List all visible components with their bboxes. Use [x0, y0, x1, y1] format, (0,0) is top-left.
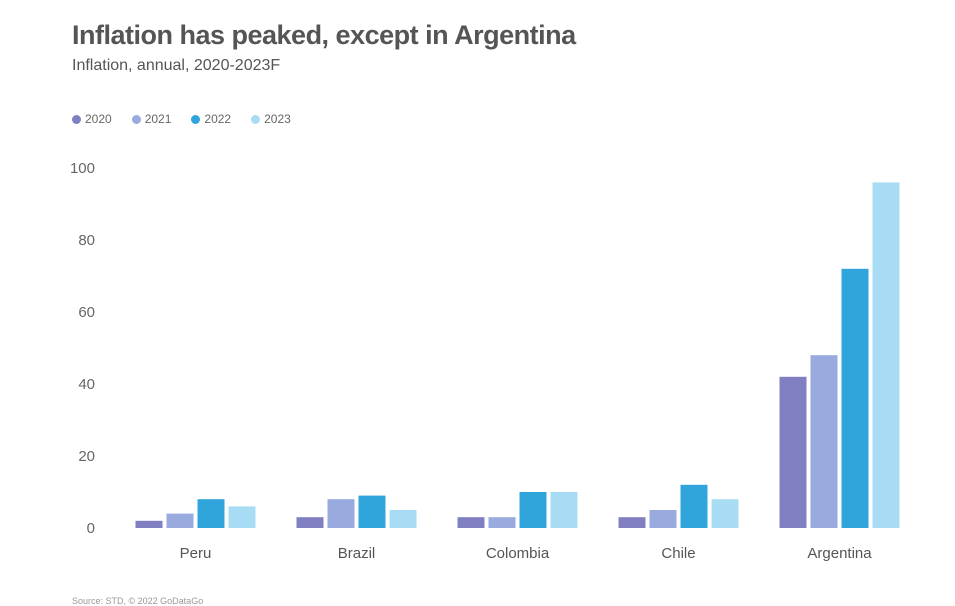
bar-argentina-2020 [779, 376, 807, 528]
y-tick-label: 40 [78, 376, 95, 393]
x-tick-label: Colombia [486, 545, 550, 562]
bar-peru-2020 [135, 520, 163, 528]
legend-swatch [131, 114, 141, 124]
bar-colombia-2023 [550, 492, 578, 528]
y-tick-label: 80 [78, 232, 95, 249]
x-tick-label: Brazil [338, 545, 376, 562]
bar-brazil-2023 [389, 510, 417, 528]
x-tick-label: Chile [661, 545, 695, 562]
source-note: Source: STD, © 2022 GoDataGo [72, 596, 204, 606]
bar-colombia-2022 [519, 492, 547, 528]
bar-colombia-2021 [488, 517, 516, 528]
bar-chile-2020 [618, 517, 646, 528]
legend-swatch [72, 114, 81, 124]
bar-chile-2023 [711, 499, 739, 528]
bar-chile-2021 [649, 510, 677, 528]
legend-item-2020: 2020 [72, 112, 112, 126]
bar-peru-2021 [166, 513, 194, 528]
x-tick-label: Argentina [807, 545, 872, 562]
legend-item-2022: 2022 [191, 112, 231, 126]
legend-label: 2020 [85, 112, 112, 126]
bar-peru-2023 [228, 506, 256, 528]
legend-item-2023: 2023 [251, 112, 291, 126]
legend-item-2021: 2021 [131, 112, 172, 126]
y-tick-label: 0 [87, 520, 95, 537]
legend-swatch [251, 114, 261, 124]
bar-brazil-2022 [358, 495, 386, 528]
legend-swatch [191, 114, 201, 124]
legend-label: 2021 [144, 112, 172, 126]
bar-brazil-2020 [296, 517, 324, 528]
x-tick-label: Peru [180, 545, 212, 562]
chart-subtitle: Inflation, annual, 2020-2023F [72, 57, 281, 74]
legend-label: 2022 [204, 112, 232, 126]
y-tick-label: 20 [78, 448, 95, 465]
bar-argentina-2021 [810, 355, 838, 528]
bar-chile-2022 [680, 484, 708, 528]
bar-colombia-2020 [457, 517, 485, 528]
bar-argentina-2023 [872, 182, 900, 528]
y-tick-label: 100 [70, 160, 95, 177]
bar-argentina-2022 [841, 268, 869, 528]
chart-title: Inflation has peaked, except in Argentin… [72, 20, 576, 50]
bar-brazil-2021 [327, 499, 355, 528]
y-tick-label: 60 [78, 304, 95, 321]
legend-label: 2023 [264, 112, 291, 126]
chart-legend: 2020 2021 2022 2023 [72, 112, 291, 126]
bar-peru-2022 [197, 499, 225, 528]
